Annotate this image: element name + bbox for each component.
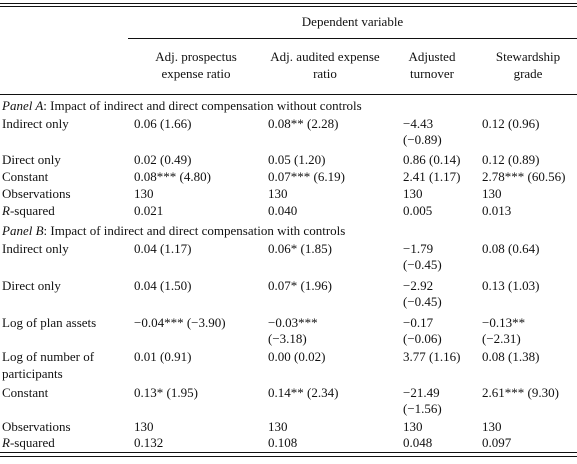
cell-turnover: 0.048 [403,435,433,450]
cell-turnover: −2.92 [403,278,434,293]
row-label: Log of number of participants [2,349,95,381]
cell-audited: 0.14** (2.34) [268,385,339,400]
cell-audited: 0.06* (1.85) [268,241,332,256]
cell-turnover: 3.77 (1.16) [403,349,461,364]
cell-turnover: 2.41 (1.17) [403,169,461,184]
cell-stewardship: 2.61*** (9.30) [482,385,559,400]
row-label: Indirect only [2,116,69,131]
cell-turnover: 130 [403,419,423,434]
cell-turnover: −1.79 [403,241,434,256]
r-squared-rest: -squared [9,203,55,218]
cell-audited: 130 [268,186,288,201]
cell-turnover: 0.86 (0.14) [403,152,461,167]
panel-a-description: : Impact of indirect and direct compensa… [43,98,362,113]
column-header-turnover: Adjusted turnover [408,49,456,81]
cell-prospectus: 130 [134,186,154,201]
panel-b-title: Panel B: Impact of indirect and direct c… [2,222,345,239]
cell-stewardship: 0.08 (0.64) [482,241,540,256]
cell-prospectus: 0.08*** (4.80) [134,169,211,184]
column-header-audited: Adj. audited expense ratio [270,49,380,81]
cell-stewardship: 130 [482,186,502,201]
header-rule [0,94,577,95]
row-label: Direct only [2,278,61,293]
cell-turnover: −0.17 [403,315,434,330]
row-label: Constant [2,385,49,400]
row-label: R-squared [2,434,55,451]
cell-audited: −0.03*** [268,315,318,330]
cell-stewardship: 0.08 (1.38) [482,349,540,364]
cell-turnover-tstat: (−0.06) [403,331,442,346]
cell-turnover-tstat: (−1.56) [403,401,442,416]
row-label: Constant [2,169,49,184]
row-label: Observations [2,419,71,434]
r-italic: R [2,435,10,450]
cell-turnover: −21.49 [403,385,440,400]
bottom-rule-2 [0,456,577,457]
row-label: Direct only [2,152,61,167]
column-header-prospectus: Adj. prospectus expense ratio [155,49,237,81]
cell-stewardship: 0.013 [482,203,512,218]
cell-audited: 0.108 [268,435,298,450]
cell-stewardship: 2.78*** (60.56) [482,169,566,184]
cell-turnover: 130 [403,186,423,201]
cell-prospectus: −0.04*** (−3.90) [134,315,226,330]
panel-b-label: Panel B [2,223,44,238]
cell-audited: 0.07* (1.96) [268,278,332,293]
cell-prospectus: 0.04 (1.50) [134,278,192,293]
panel-b-description: : Impact of indirect and direct compensa… [43,223,346,238]
dependent-variable-underline [128,38,577,39]
cell-audited-tstat: (−3.18) [268,331,307,346]
panel-a-title: Panel A: Impact of indirect and direct c… [2,97,362,114]
cell-audited: 0.040 [268,203,298,218]
cell-audited: 0.08** (2.28) [268,116,339,131]
r-squared-rest: -squared [9,435,55,450]
cell-turnover-tstat: (−0.45) [403,257,442,272]
top-rule-2 [0,6,577,7]
row-label: Indirect only [2,241,69,256]
cell-stewardship: 130 [482,419,502,434]
cell-audited: 0.00 (0.02) [268,349,326,364]
dependent-variable-header: Dependent variable [301,14,404,29]
cell-stewardship: −0.13** [482,315,526,330]
cell-prospectus: 0.02 (0.49) [134,152,192,167]
cell-turnover: −4.43 [403,116,434,131]
cell-stewardship: 0.097 [482,435,512,450]
cell-audited: 0.07*** (6.19) [268,169,345,184]
cell-stewardship: 0.13 (1.03) [482,278,540,293]
row-label: Log of plan assets [2,315,97,330]
cell-turnover-tstat: (−0.45) [403,294,442,309]
cell-prospectus: 130 [134,419,154,434]
cell-prospectus: 0.06 (1.66) [134,116,192,131]
cell-stewardship: 0.12 (0.89) [482,152,540,167]
r-italic: R [2,203,10,218]
cell-prospectus: 0.04 (1.17) [134,241,192,256]
panel-a-label: Panel A [2,98,44,113]
column-header-stewardship: Stewardship grade [495,49,561,81]
cell-turnover: 0.005 [403,203,433,218]
cell-audited: 0.05 (1.20) [268,152,326,167]
row-label: Observations [2,186,71,201]
cell-stewardship: 0.12 (0.96) [482,116,540,131]
row-label: R-squared [2,202,55,219]
bottom-rule-1 [0,452,577,453]
cell-prospectus: 0.01 (0.91) [134,349,192,364]
cell-turnover-tstat: (−0.89) [403,132,442,147]
cell-stewardship-tstat: (−2.31) [482,331,521,346]
cell-prospectus: 0.132 [134,435,164,450]
cell-prospectus: 0.021 [134,203,164,218]
top-rule-1 [0,3,577,4]
cell-prospectus: 0.13* (1.95) [134,385,198,400]
cell-audited: 130 [268,419,288,434]
